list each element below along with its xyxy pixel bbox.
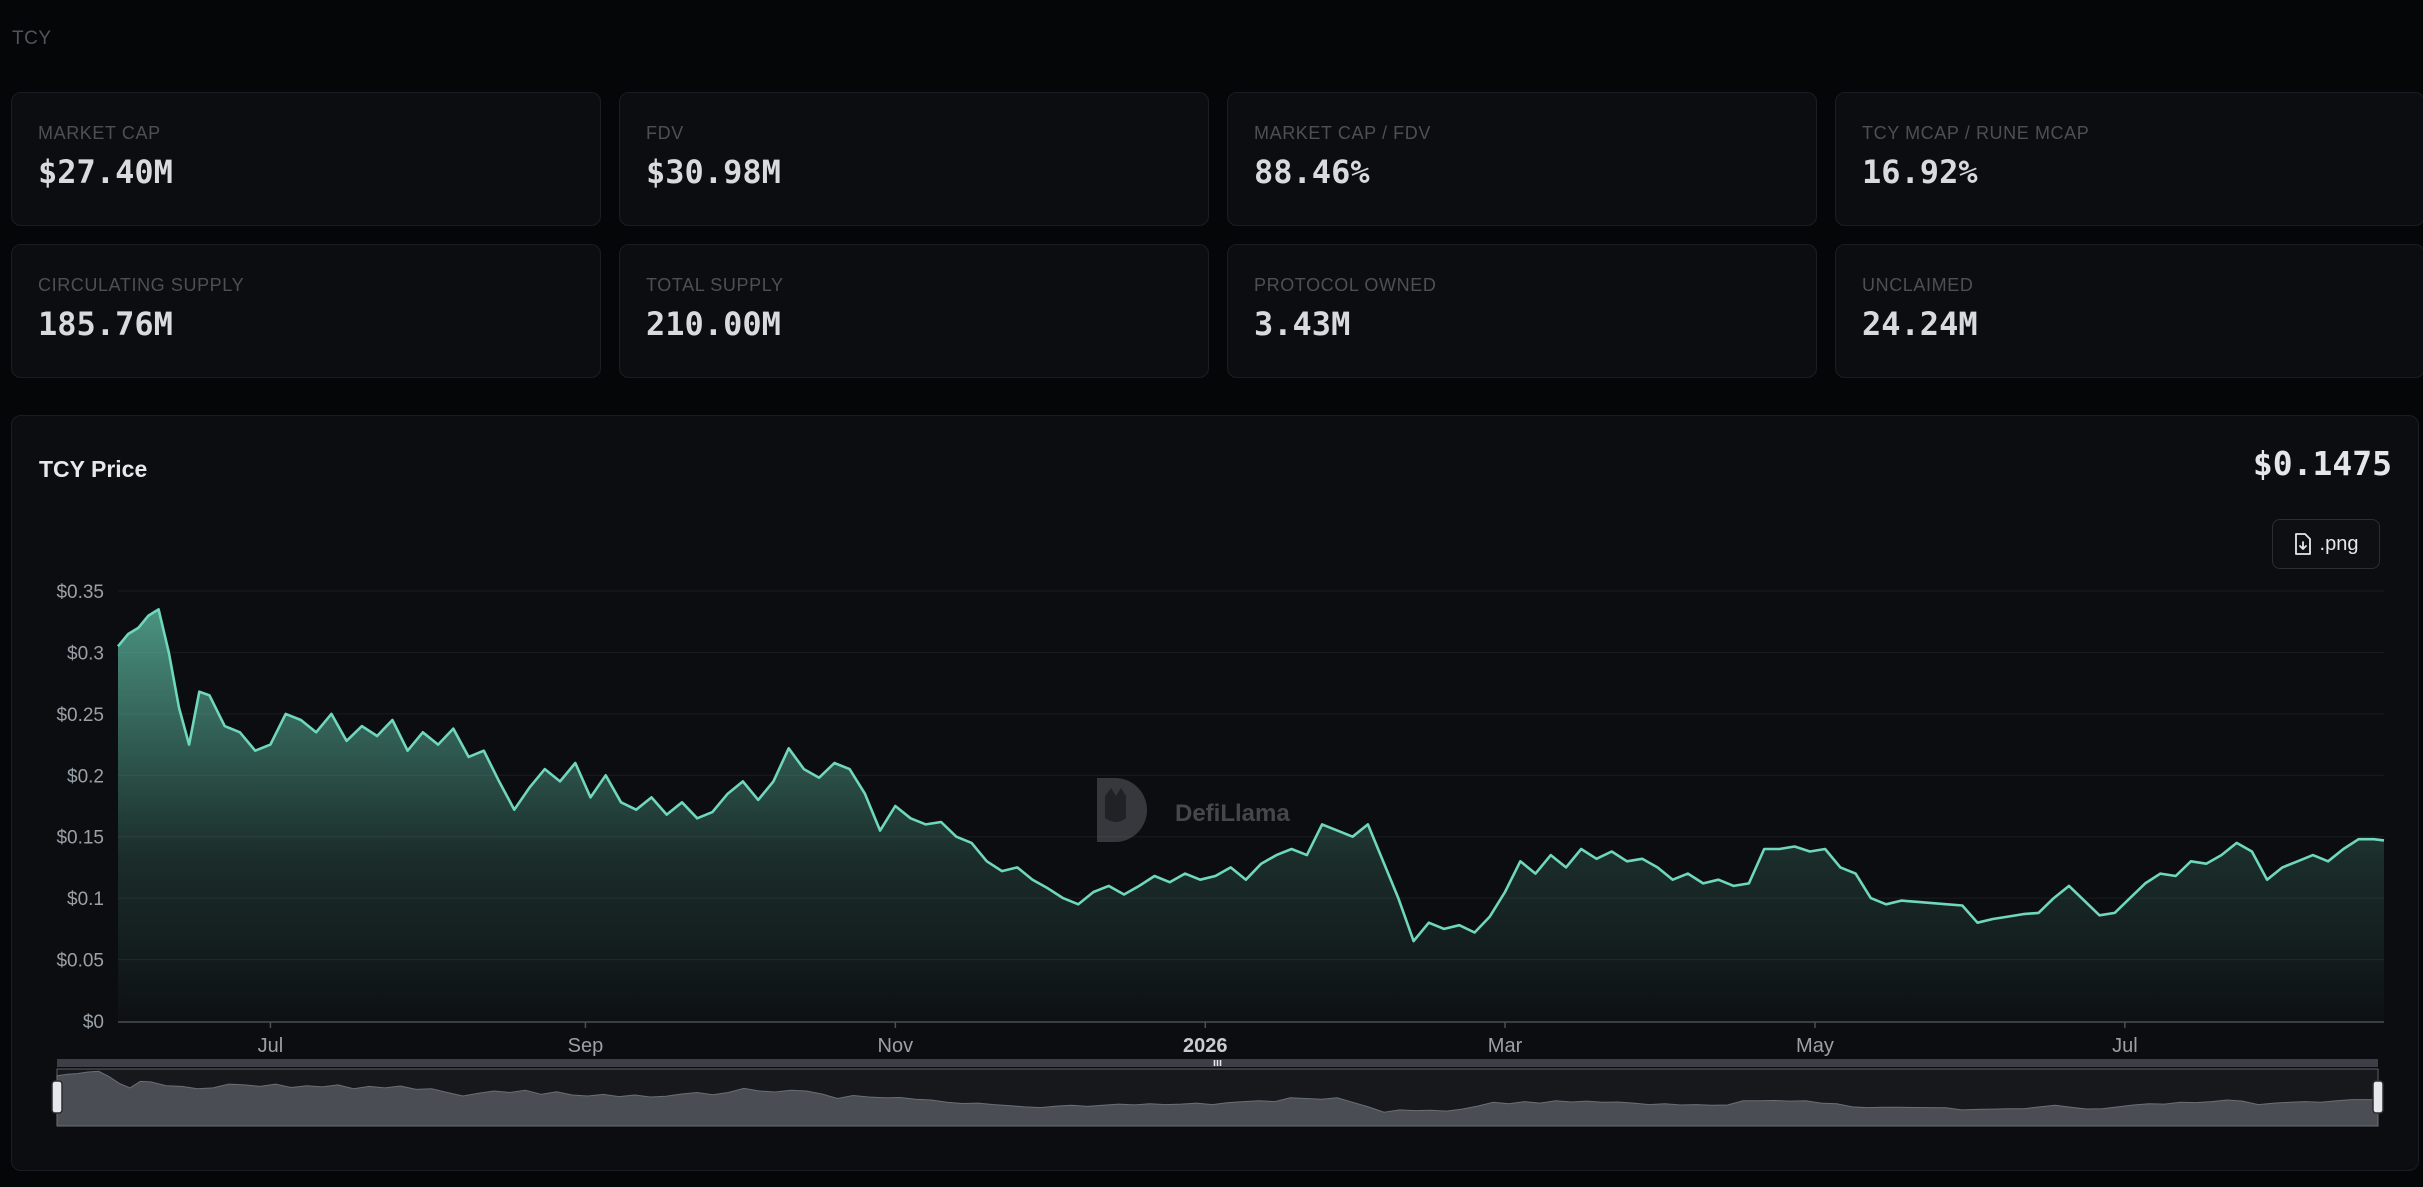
x-tick-label: Sep [568,1035,604,1057]
x-tick-label: Jul [2112,1035,2138,1057]
current-price: $0.1475 [2252,444,2392,483]
stat-label: UNCLAIMED [1862,275,1974,295]
zoom-center-grip-icon[interactable] [1213,1060,1222,1066]
x-tick-label: Jul [258,1035,284,1057]
stat-card: MARKET CAP / FDV 88.46% [1227,92,1817,226]
x-tick-label: Nov [878,1035,914,1057]
stat-label: TCY MCAP / RUNE MCAP [1862,123,2090,143]
grip-line [1219,1060,1222,1066]
price-chart-card: TCY Price $0.1475 .png $0 $0.05 $0.1 $0.15 $… [11,415,2419,1171]
zoom-handle-right[interactable] [2372,1080,2384,1114]
stat-card: MARKET CAP $27.40M [11,92,601,226]
stat-value: 88.46% [1254,153,1370,191]
grip-line [1216,1060,1219,1066]
grip-line [1213,1060,1216,1066]
x-tick-label: 2026 [1183,1035,1228,1057]
stat-card: TOTAL SUPPLY 210.00M [619,244,1209,378]
stat-label: PROTOCOL OWNED [1254,275,1437,295]
llama-logo-icon [1097,778,1147,842]
stat-value: 24.24M [1862,305,1978,343]
stat-label: FDV [646,123,684,143]
price-area [118,609,2384,1021]
y-tick-label: $0.25 [56,705,104,726]
y-tick-label: $0.15 [56,828,104,849]
price-line [116,608,2385,943]
stat-card: CIRCULATING SUPPLY 185.76M [11,244,601,378]
stat-value: 16.92% [1862,153,1978,191]
y-tick-label: $0 [83,1012,104,1033]
watermark-text: DefiLlama [1175,800,1290,827]
y-tick-label: $0.1 [67,889,104,910]
stat-card: PROTOCOL OWNED 3.43M [1227,244,1817,378]
stat-label: MARKET CAP / FDV [1254,123,1431,143]
stat-value: 185.76M [38,305,173,343]
export-png-button[interactable]: .png [2272,519,2380,569]
stat-label: CIRCULATING SUPPLY [38,275,245,295]
chart-title: TCY Price [39,456,148,482]
defillama-watermark: DefiLlama [1097,778,1290,842]
y-tick-label: $0.35 [56,582,104,603]
x-tick-label: May [1796,1035,1834,1057]
stat-card: FDV $30.98M [619,92,1209,226]
stat-card: UNCLAIMED 24.24M [1835,244,2423,378]
stat-value: 210.00M [646,305,781,343]
file-download-icon [2294,533,2311,555]
stat-label: TOTAL SUPPLY [646,275,784,295]
llama-head-shape [1105,788,1126,822]
y-tick-label: $0.05 [56,951,104,972]
x-tick-label: Mar [1488,1035,1523,1057]
stat-card: TCY MCAP / RUNE MCAP 16.92% [1835,92,2423,226]
stat-value: $27.40M [38,153,173,191]
page-label: TCY [12,28,52,49]
y-tick-label: $0.3 [67,643,104,664]
export-png-label: .png [2319,532,2359,555]
stat-value: 3.43M [1254,305,1351,343]
zoom-mini-area [56,1070,2379,1127]
price-chart[interactable]: $0 $0.05 $0.1 $0.15 $0.2 $0.25 $0.3 $0.35 Jul Sep… [12,416,2418,1170]
stat-label: MARKET CAP [38,123,161,143]
zoom-handle-left[interactable] [51,1080,63,1114]
stat-value: $30.98M [646,153,781,191]
y-tick-label: $0.2 [67,766,104,787]
